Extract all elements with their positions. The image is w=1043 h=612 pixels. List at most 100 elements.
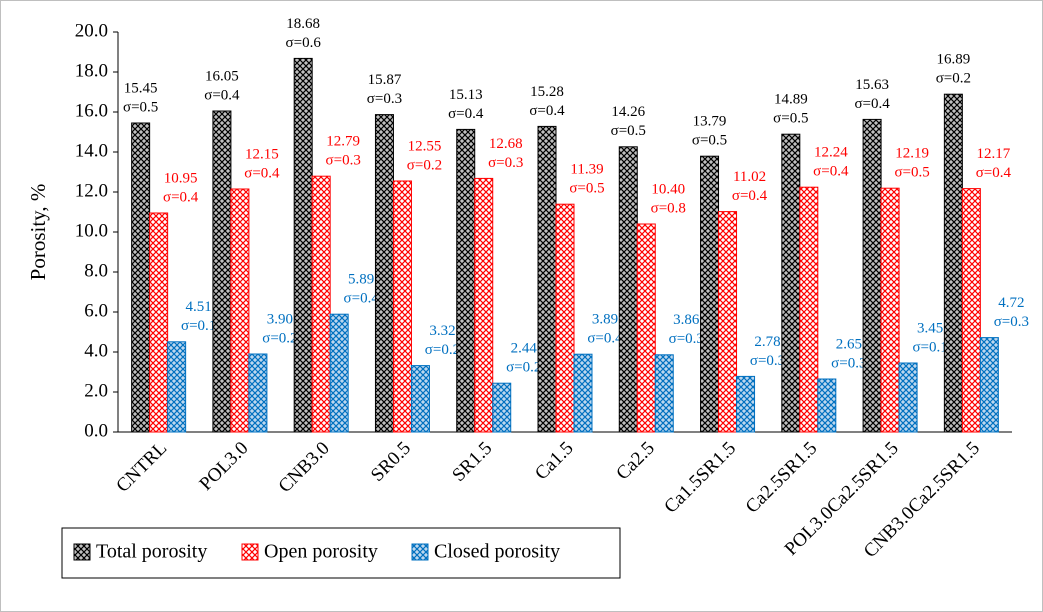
legend-swatch — [73, 543, 91, 561]
value-label: 11.39 — [570, 162, 603, 178]
value-label: 15.45 — [124, 80, 158, 96]
bar — [636, 223, 656, 433]
bar — [537, 125, 557, 433]
value-label: 15.87 — [368, 72, 402, 88]
legend-label: Closed porosity — [434, 541, 560, 563]
sigma-label: σ=0.5 — [894, 165, 929, 181]
bar — [410, 365, 430, 433]
y-tick-label: 4.0 — [84, 340, 108, 361]
y-tick-label: 2.0 — [84, 380, 108, 401]
value-label: 4.72 — [998, 295, 1024, 311]
value-label: 3.45 — [917, 320, 943, 336]
value-label: 16.89 — [936, 52, 970, 68]
sigma-label: σ=0.3 — [994, 314, 1029, 330]
legend-label: Total porosity — [96, 541, 207, 563]
bar — [618, 146, 638, 433]
bar — [167, 341, 187, 433]
value-label: 12.55 — [408, 138, 442, 154]
sigma-label: σ=0.3 — [488, 155, 523, 171]
bar — [880, 187, 900, 433]
legend-label: Open porosity — [264, 541, 378, 563]
y-tick-label: 0.0 — [84, 420, 108, 441]
bar — [555, 203, 575, 433]
value-label: 15.28 — [530, 84, 564, 100]
sigma-label: σ=0.2 — [936, 71, 971, 87]
bar — [456, 128, 476, 433]
sigma-label: σ=0.4 — [344, 291, 380, 307]
value-label: 13.79 — [693, 114, 727, 130]
bar — [392, 180, 412, 433]
y-tick-label: 8.0 — [84, 260, 108, 281]
value-label: 12.17 — [976, 146, 1010, 162]
bar — [654, 354, 674, 433]
sigma-label: σ=0.1 — [181, 318, 216, 334]
sigma-label: σ=0.4 — [587, 331, 623, 347]
value-label: 15.63 — [855, 77, 889, 93]
bar — [979, 337, 999, 433]
value-label: 12.68 — [489, 136, 523, 152]
value-label: 3.86 — [673, 312, 700, 328]
bar — [943, 93, 963, 433]
bar — [573, 353, 593, 433]
sigma-label: σ=0.5 — [773, 111, 808, 127]
legend-swatch — [241, 543, 259, 561]
bar — [862, 118, 882, 433]
bar — [248, 353, 268, 433]
y-tick-label: 6.0 — [84, 300, 108, 321]
legend-box — [61, 527, 621, 579]
value-label: 14.26 — [611, 104, 645, 120]
y-axis-label: Porosity, % — [26, 184, 50, 281]
sigma-label: σ=0.3 — [750, 353, 785, 369]
bar — [329, 313, 349, 433]
y-tick-label: 18.0 — [75, 60, 108, 81]
sigma-label: σ=0.3 — [367, 91, 402, 107]
value-label: 3.89 — [592, 312, 618, 328]
y-tick-label: 14.0 — [75, 140, 108, 161]
bar — [736, 375, 756, 433]
value-label: 3.90 — [267, 311, 293, 327]
bar — [718, 211, 738, 433]
bar — [131, 122, 151, 433]
bar — [474, 177, 494, 433]
sigma-label: σ=0.4 — [529, 103, 565, 119]
sigma-label: σ=0.3 — [831, 355, 866, 371]
sigma-label: σ=0.4 — [976, 165, 1012, 181]
value-label: 12.24 — [814, 145, 848, 161]
sigma-label: σ=0.3 — [669, 331, 704, 347]
sigma-label: σ=0.4 — [244, 165, 280, 181]
value-label: 11.02 — [733, 169, 766, 185]
sigma-label: σ=0.8 — [651, 200, 686, 216]
bar — [799, 186, 819, 433]
sigma-label: σ=0.2 — [506, 360, 541, 376]
sigma-label: σ=0.5 — [611, 123, 646, 139]
sigma-label: σ=0.4 — [813, 164, 849, 180]
value-label: 5.89 — [348, 272, 374, 288]
sigma-label: σ=0.4 — [854, 96, 890, 112]
sigma-label: σ=0.4 — [204, 87, 240, 103]
bar — [817, 378, 837, 433]
value-label: 4.51 — [186, 299, 212, 315]
sigma-label: σ=0.5 — [569, 181, 604, 197]
sigma-label: σ=0.5 — [123, 99, 158, 115]
value-label: 3.32 — [429, 323, 455, 339]
value-label: 15.13 — [449, 87, 483, 103]
value-label: 2.78 — [754, 334, 780, 350]
bar — [961, 188, 981, 433]
sigma-label: σ=0.4 — [448, 106, 484, 122]
sigma-label: σ=0.1 — [912, 339, 947, 355]
bar — [374, 114, 394, 433]
bar — [230, 188, 250, 433]
sigma-label: σ=0.5 — [692, 133, 727, 149]
legend-swatch — [411, 543, 429, 561]
sigma-label: σ=0.2 — [425, 342, 460, 358]
sigma-label: σ=0.6 — [286, 35, 322, 51]
sigma-label: σ=0.4 — [163, 189, 199, 205]
sigma-label: σ=0.4 — [732, 188, 768, 204]
y-tick-label: 12.0 — [75, 180, 108, 201]
value-label: 2.44 — [511, 341, 538, 357]
bar — [293, 57, 313, 433]
sigma-label: σ=0.2 — [262, 330, 297, 346]
y-tick-label: 10.0 — [75, 220, 108, 241]
value-label: 10.95 — [164, 170, 198, 186]
